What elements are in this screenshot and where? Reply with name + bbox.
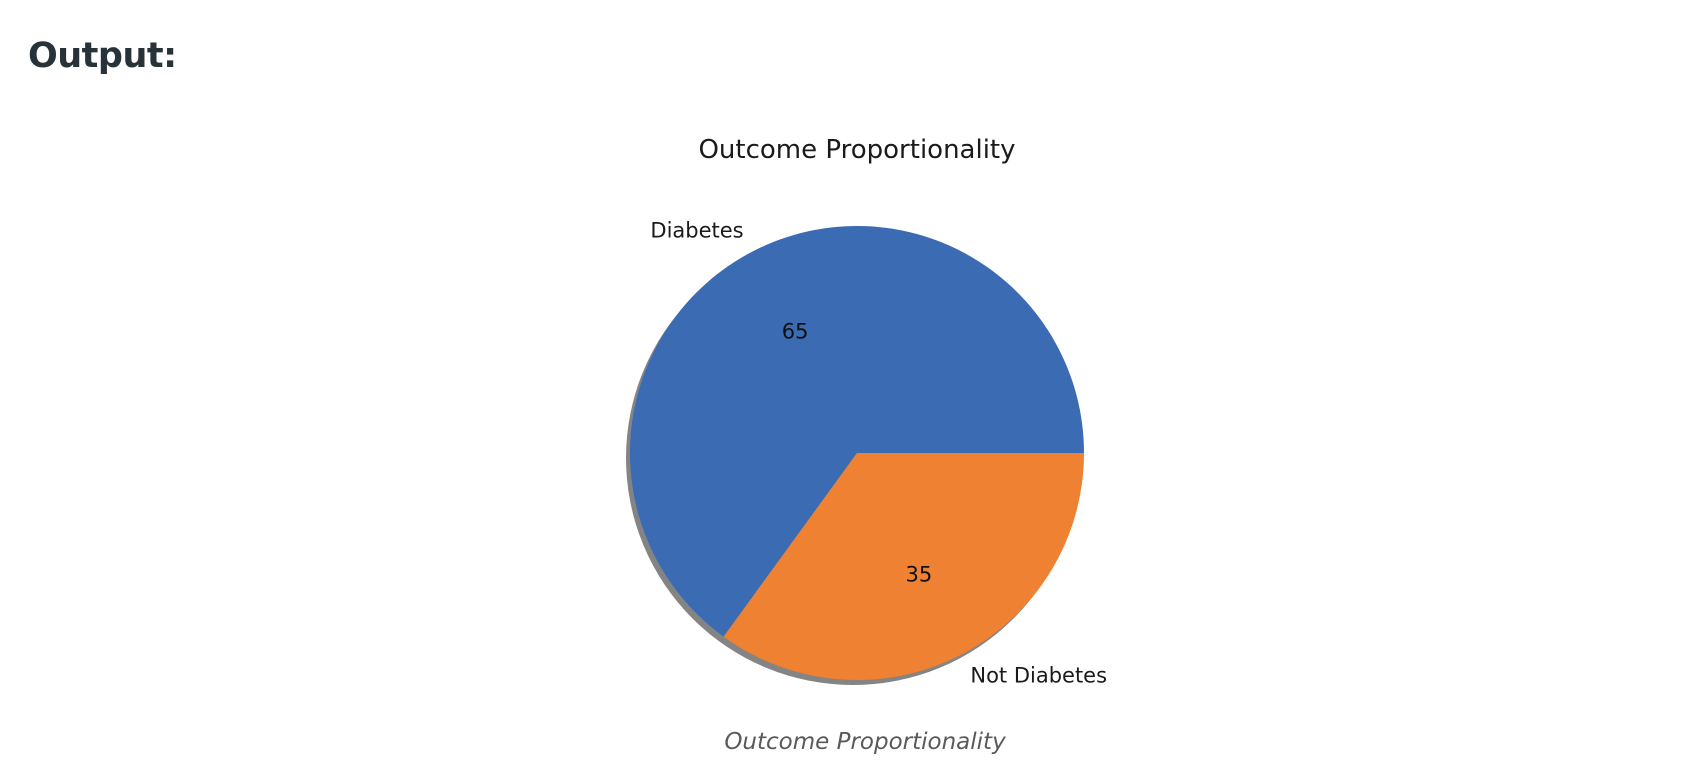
pie-category-label-not-diabetes: Not Diabetes bbox=[970, 663, 1107, 687]
output-heading: Output: bbox=[28, 36, 177, 76]
pie-category-label-diabetes: Diabetes bbox=[650, 219, 743, 243]
pie-value-label-not-diabetes: 35 bbox=[905, 562, 932, 586]
output-heading-colon: : bbox=[163, 36, 177, 76]
chart-title: Outcome Proportionality bbox=[698, 135, 1015, 165]
pie-value-label-diabetes: 65 bbox=[782, 320, 809, 344]
output-heading-text: Output bbox=[28, 36, 164, 76]
pie-labels: 65 Diabetes 35 Not Diabetes bbox=[650, 219, 1107, 688]
pie-slice-diabetes bbox=[629, 225, 1084, 637]
pie-slices bbox=[629, 225, 1084, 680]
figure-caption: Outcome Proportionality bbox=[724, 729, 1006, 755]
pie-slice-not-diabetes bbox=[723, 453, 1084, 680]
